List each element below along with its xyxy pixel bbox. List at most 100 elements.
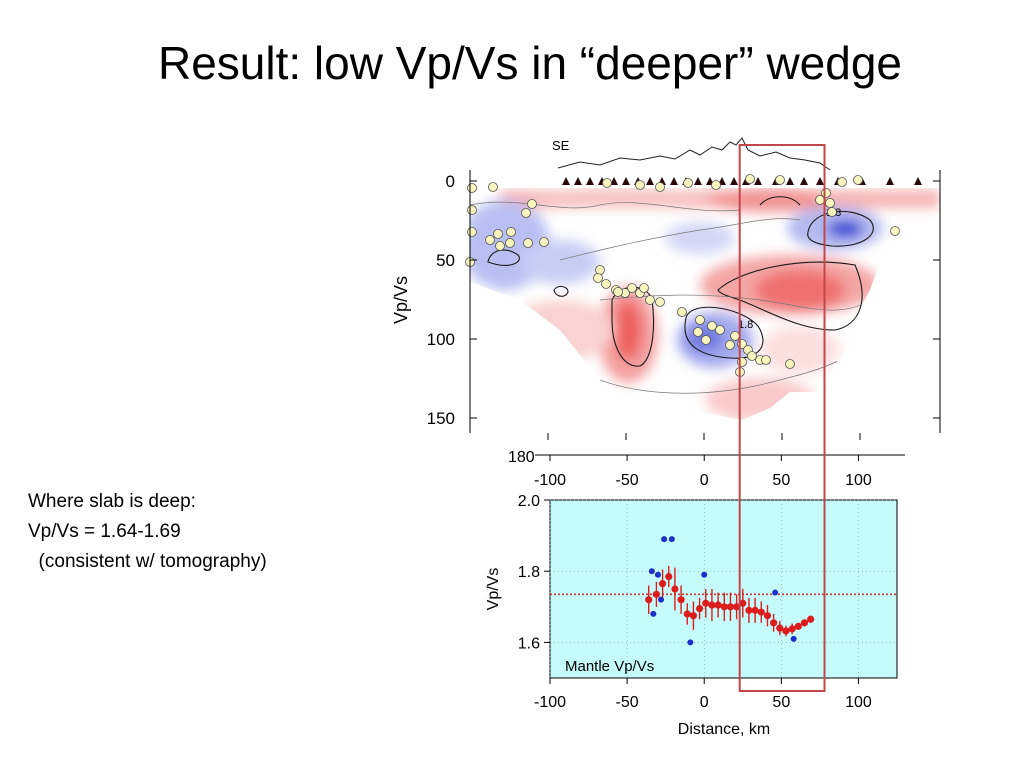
data-point-red — [695, 604, 704, 613]
earthquake-marker — [707, 321, 717, 331]
contour-label: 1.8 — [738, 319, 753, 331]
data-point-red — [763, 612, 772, 620]
earthquake-marker — [715, 325, 725, 335]
earthquake-marker — [593, 273, 603, 283]
earthquake-marker — [701, 335, 711, 345]
mantle-vpvs-panel: -100 -50 0 50 100 1.6 1.8 2.0 -100 -50 0 50 100 Ma… — [485, 455, 898, 738]
data-point-red — [776, 624, 784, 632]
data-point-blue — [661, 536, 668, 543]
earthquake-marker — [467, 227, 477, 237]
earthquake-marker — [639, 283, 649, 293]
seismic-stations — [562, 177, 922, 185]
data-point-blue — [772, 589, 779, 596]
earthquake-marker — [505, 238, 515, 248]
data-point-red — [714, 601, 722, 609]
station-marker — [562, 177, 570, 185]
y-ticks: 1.6 1.8 2.0 — [518, 493, 550, 652]
slide-notes: Where slab is deep: Vp/Vs = 1.64-1.69 (c… — [28, 487, 267, 577]
earthquake-marker — [635, 180, 645, 190]
earthquake-marker — [761, 355, 771, 365]
earthquake-marker — [677, 307, 687, 317]
earthquake-marker — [695, 315, 705, 325]
note-line: (consistent w/ tomography) — [28, 551, 267, 572]
earthquake-marker — [827, 207, 837, 217]
earthquake-marker — [655, 182, 665, 192]
earthquake-marker — [467, 205, 477, 215]
station-marker — [574, 177, 582, 185]
station-marker — [694, 177, 702, 185]
data-point-red — [733, 603, 741, 611]
station-marker — [786, 177, 794, 185]
velocity-section — [470, 188, 940, 420]
x-tick-label: -50 — [616, 472, 639, 489]
earthquake-marker — [730, 331, 740, 341]
profile-direction-label: SE — [552, 138, 570, 153]
data-point-red — [788, 625, 796, 633]
data-point-red — [708, 601, 716, 609]
section-y-axis-label: Vp/Vs — [391, 276, 411, 324]
earthquake-marker — [485, 235, 495, 245]
y-tick-label: 100 — [427, 330, 455, 349]
data-point-red — [677, 596, 685, 604]
earthquake-marker — [683, 178, 693, 188]
earthquake-marker — [601, 279, 611, 289]
earthquake-marker — [488, 182, 498, 192]
data-point-red — [645, 596, 653, 604]
x-ticks: -100 -50 0 50 100 — [534, 678, 872, 711]
data-point-red — [671, 585, 679, 593]
station-marker — [800, 177, 808, 185]
data-point-blue — [650, 610, 657, 617]
earthquake-marker — [655, 297, 665, 307]
earthquake-marker — [747, 351, 757, 361]
x-tick-label: -50 — [616, 694, 639, 711]
panel-annotation: Mantle Vp/Vs — [565, 658, 654, 675]
x-tick-label: 100 — [845, 694, 872, 711]
earthquake-marker — [825, 198, 835, 208]
earthquake-marker — [527, 199, 537, 209]
y-axis-label: Vp/Vs — [485, 568, 502, 611]
data-point-red — [665, 572, 673, 581]
station-marker — [610, 177, 618, 185]
data-point-red — [726, 603, 735, 611]
data-point-red — [658, 580, 667, 588]
y-tick-label: 0 — [446, 172, 455, 191]
station-marker — [670, 177, 678, 185]
data-point-red — [807, 615, 815, 623]
section-y-ticks: 0 50 100 150 — [427, 172, 940, 428]
note-line: Where slab is deep: — [28, 491, 196, 512]
earthquake-marker — [523, 238, 533, 248]
station-marker — [646, 177, 654, 185]
data-point-red — [800, 619, 809, 627]
hidden-tick-label: 180 — [508, 449, 535, 466]
data-point-blue — [701, 571, 708, 578]
earthquake-marker — [493, 229, 503, 239]
topography-line — [557, 137, 831, 171]
y-tick-label: 50 — [436, 251, 455, 270]
note-line: Vp/Vs = 1.64-1.69 — [28, 521, 181, 542]
earthquake-marker — [815, 195, 825, 205]
data-point-red — [702, 599, 710, 607]
data-point-red — [770, 619, 778, 627]
highlight-box — [738, 144, 826, 692]
data-marks — [645, 536, 815, 646]
data-point-red — [745, 606, 753, 614]
earthquake-marker — [627, 283, 637, 293]
earthquake-hypocenters — [465, 174, 900, 377]
data-point-red — [782, 627, 790, 635]
y-tick-label: 1.6 — [518, 635, 540, 652]
station-marker — [816, 177, 824, 185]
earthquake-marker — [693, 327, 703, 337]
data-point-blue — [658, 596, 665, 603]
bottom-top-x-ticks: -100 -50 0 50 100 — [534, 455, 872, 489]
y-tick-label: 2.0 — [518, 493, 540, 510]
x-axis-label: Distance, km — [678, 721, 770, 738]
earthquake-marker — [467, 183, 477, 193]
earthquake-marker — [521, 208, 531, 218]
station-marker — [914, 177, 922, 185]
data-point-red — [683, 610, 691, 618]
data-point-blue — [668, 536, 675, 543]
x-tick-label: 0 — [700, 472, 709, 489]
plot-area — [549, 499, 898, 679]
